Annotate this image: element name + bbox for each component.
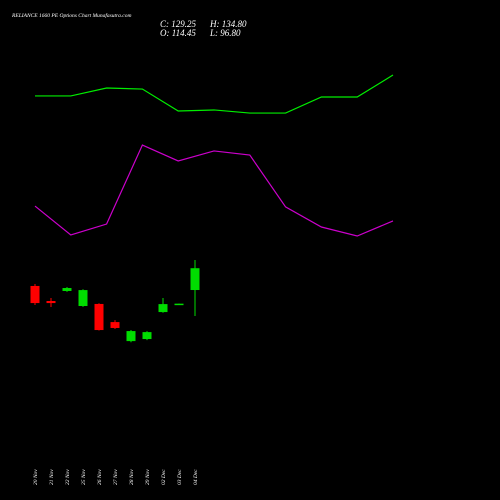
candle-body (174, 303, 184, 306)
x-tick-label: 02 Dec (161, 469, 167, 485)
candle-body (142, 332, 152, 340)
candle-body (126, 331, 136, 342)
candle-body (94, 303, 104, 331)
candle-body (158, 304, 168, 313)
x-tick-label: 29 Nov (145, 469, 151, 485)
candle-body (30, 285, 40, 304)
x-tick-label: 03 Dec (177, 469, 183, 485)
x-tick-label: 26 Nov (97, 469, 103, 485)
x-tick-label: 22 Nov (65, 469, 71, 485)
x-tick-label: 04 Dec (192, 469, 199, 485)
x-tick-label: 21 Nov (49, 469, 55, 485)
x-tick-label: 27 Nov (113, 469, 119, 485)
candle-body (110, 322, 120, 328)
info-label: L: 96.80 (209, 28, 241, 38)
indicator-line (34, 144, 394, 237)
candle-body (46, 301, 56, 304)
x-tick-label: 28 Nov (129, 469, 135, 485)
candle-body (190, 268, 200, 291)
candle-body (78, 290, 88, 307)
x-tick-label: 20 Nov (33, 469, 39, 485)
candle-body (62, 288, 72, 291)
info-label: H: 134.80 (209, 19, 247, 29)
indicator-line (35, 74, 394, 114)
info-label: C: 129.25 (160, 19, 197, 29)
chart-title: RELIANCE 1660 PE Options Chart Munafasut… (11, 12, 132, 19)
info-label: O: 114.45 (160, 28, 196, 38)
x-tick-label: 25 Nov (81, 469, 87, 485)
